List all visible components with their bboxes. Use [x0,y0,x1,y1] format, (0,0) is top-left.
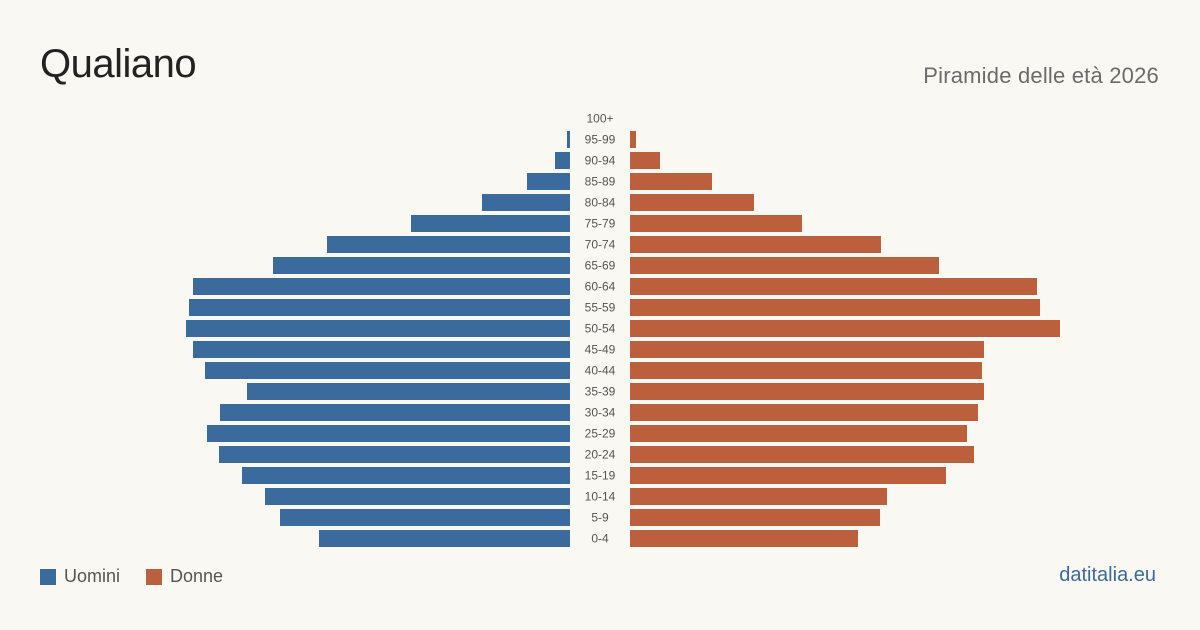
bar-male-15-19 [242,467,570,484]
bar-female-20-24 [630,446,974,463]
age-label-95-99: 95-99 [585,133,616,147]
age-label-55-59: 55-59 [585,301,616,315]
chart-legend: Uomini Donne [40,566,249,587]
age-label-60-64: 60-64 [585,280,616,294]
bar-male-20-24 [219,446,570,463]
bar-female-90-94 [630,152,660,169]
age-label-0-4: 0-4 [591,532,609,546]
bar-female-75-79 [630,215,802,232]
bar-female-0-4 [630,530,858,547]
bar-female-10-14 [630,488,887,505]
age-label-30-34: 30-34 [585,406,616,420]
bar-female-60-64 [630,278,1037,295]
bar-male-35-39 [247,383,570,400]
age-label-40-44: 40-44 [585,364,616,378]
bar-female-15-19 [630,467,946,484]
bar-female-65-69 [630,257,939,274]
age-label-75-79: 75-79 [585,217,616,231]
bar-male-45-49 [193,341,570,358]
legend-swatch-female [146,568,163,585]
bar-male-40-44 [205,362,570,379]
bar-female-25-29 [630,425,967,442]
bar-male-85-89 [527,173,570,190]
age-label-100+: 100+ [586,112,613,126]
legend-swatch-male [40,568,56,585]
legend-item-female: Donne [146,566,223,587]
bar-female-40-44 [630,362,982,379]
bar-male-90-94 [555,152,570,169]
bar-female-45-49 [630,341,984,358]
age-label-35-39: 35-39 [585,385,616,399]
age-label-85-89: 85-89 [585,175,616,189]
bar-male-70-74 [327,236,570,253]
age-label-25-29: 25-29 [585,427,616,441]
bar-male-10-14 [265,488,570,505]
bar-female-85-89 [630,173,712,190]
age-label-50-54: 50-54 [585,322,616,336]
bar-female-50-54 [630,320,1060,337]
age-label-80-84: 80-84 [585,196,616,210]
bar-male-30-34 [220,404,570,421]
bar-female-55-59 [630,299,1040,316]
legend-label-female: Donne [170,566,224,586]
legend-item-male: Uomini [40,566,120,587]
bar-female-70-74 [630,236,881,253]
bar-male-25-29 [207,425,570,442]
bar-male-95-99 [567,131,570,148]
source-link[interactable]: datitalia.eu [1059,564,1156,586]
age-label-5-9: 5-9 [591,511,609,525]
age-label-15-19: 15-19 [585,469,616,483]
bar-female-95-99 [630,131,636,148]
chart-subtitle: Piramide delle età 2026 [923,63,1159,88]
bar-female-35-39 [630,383,984,400]
age-label-65-69: 65-69 [585,259,616,273]
bar-male-65-69 [273,257,570,274]
bar-female-80-84 [630,194,754,211]
bar-female-5-9 [630,509,880,526]
age-label-90-94: 90-94 [585,154,616,168]
bar-male-75-79 [411,215,570,232]
age-label-10-14: 10-14 [585,490,616,504]
bar-female-30-34 [630,404,978,421]
bar-male-80-84 [482,194,570,211]
age-label-45-49: 45-49 [585,343,616,357]
bar-male-55-59 [189,299,570,316]
bar-male-60-64 [193,278,570,295]
bar-male-50-54 [186,320,570,337]
age-label-20-24: 20-24 [585,448,616,462]
age-label-70-74: 70-74 [585,238,616,252]
legend-label-male: Uomini [64,566,121,586]
bar-male-5-9 [280,509,570,526]
page-title: Qualiano [40,42,197,86]
bar-male-0-4 [319,530,570,547]
